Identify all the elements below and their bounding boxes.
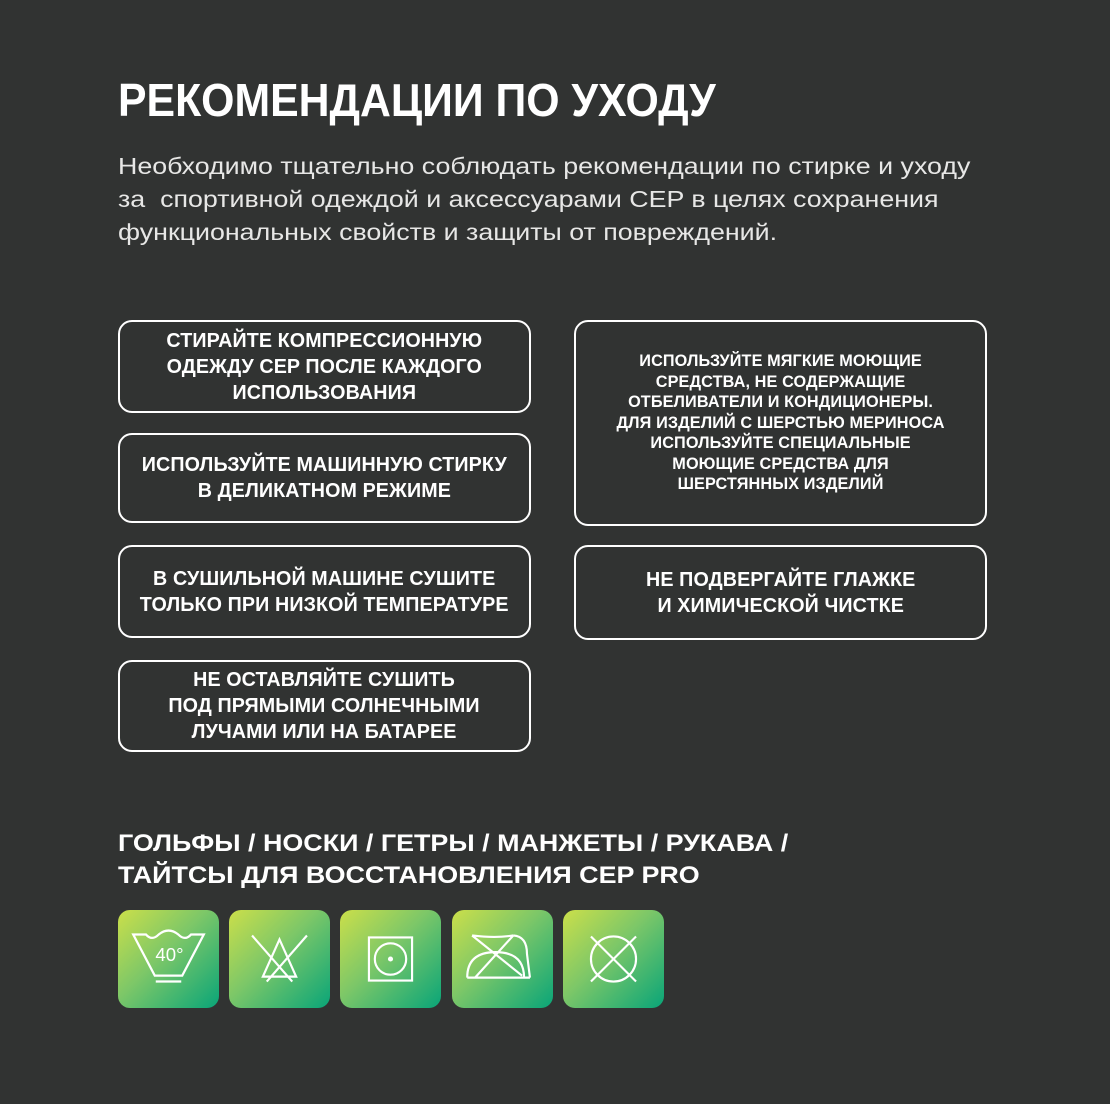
svg-text:40°: 40° — [155, 944, 183, 965]
